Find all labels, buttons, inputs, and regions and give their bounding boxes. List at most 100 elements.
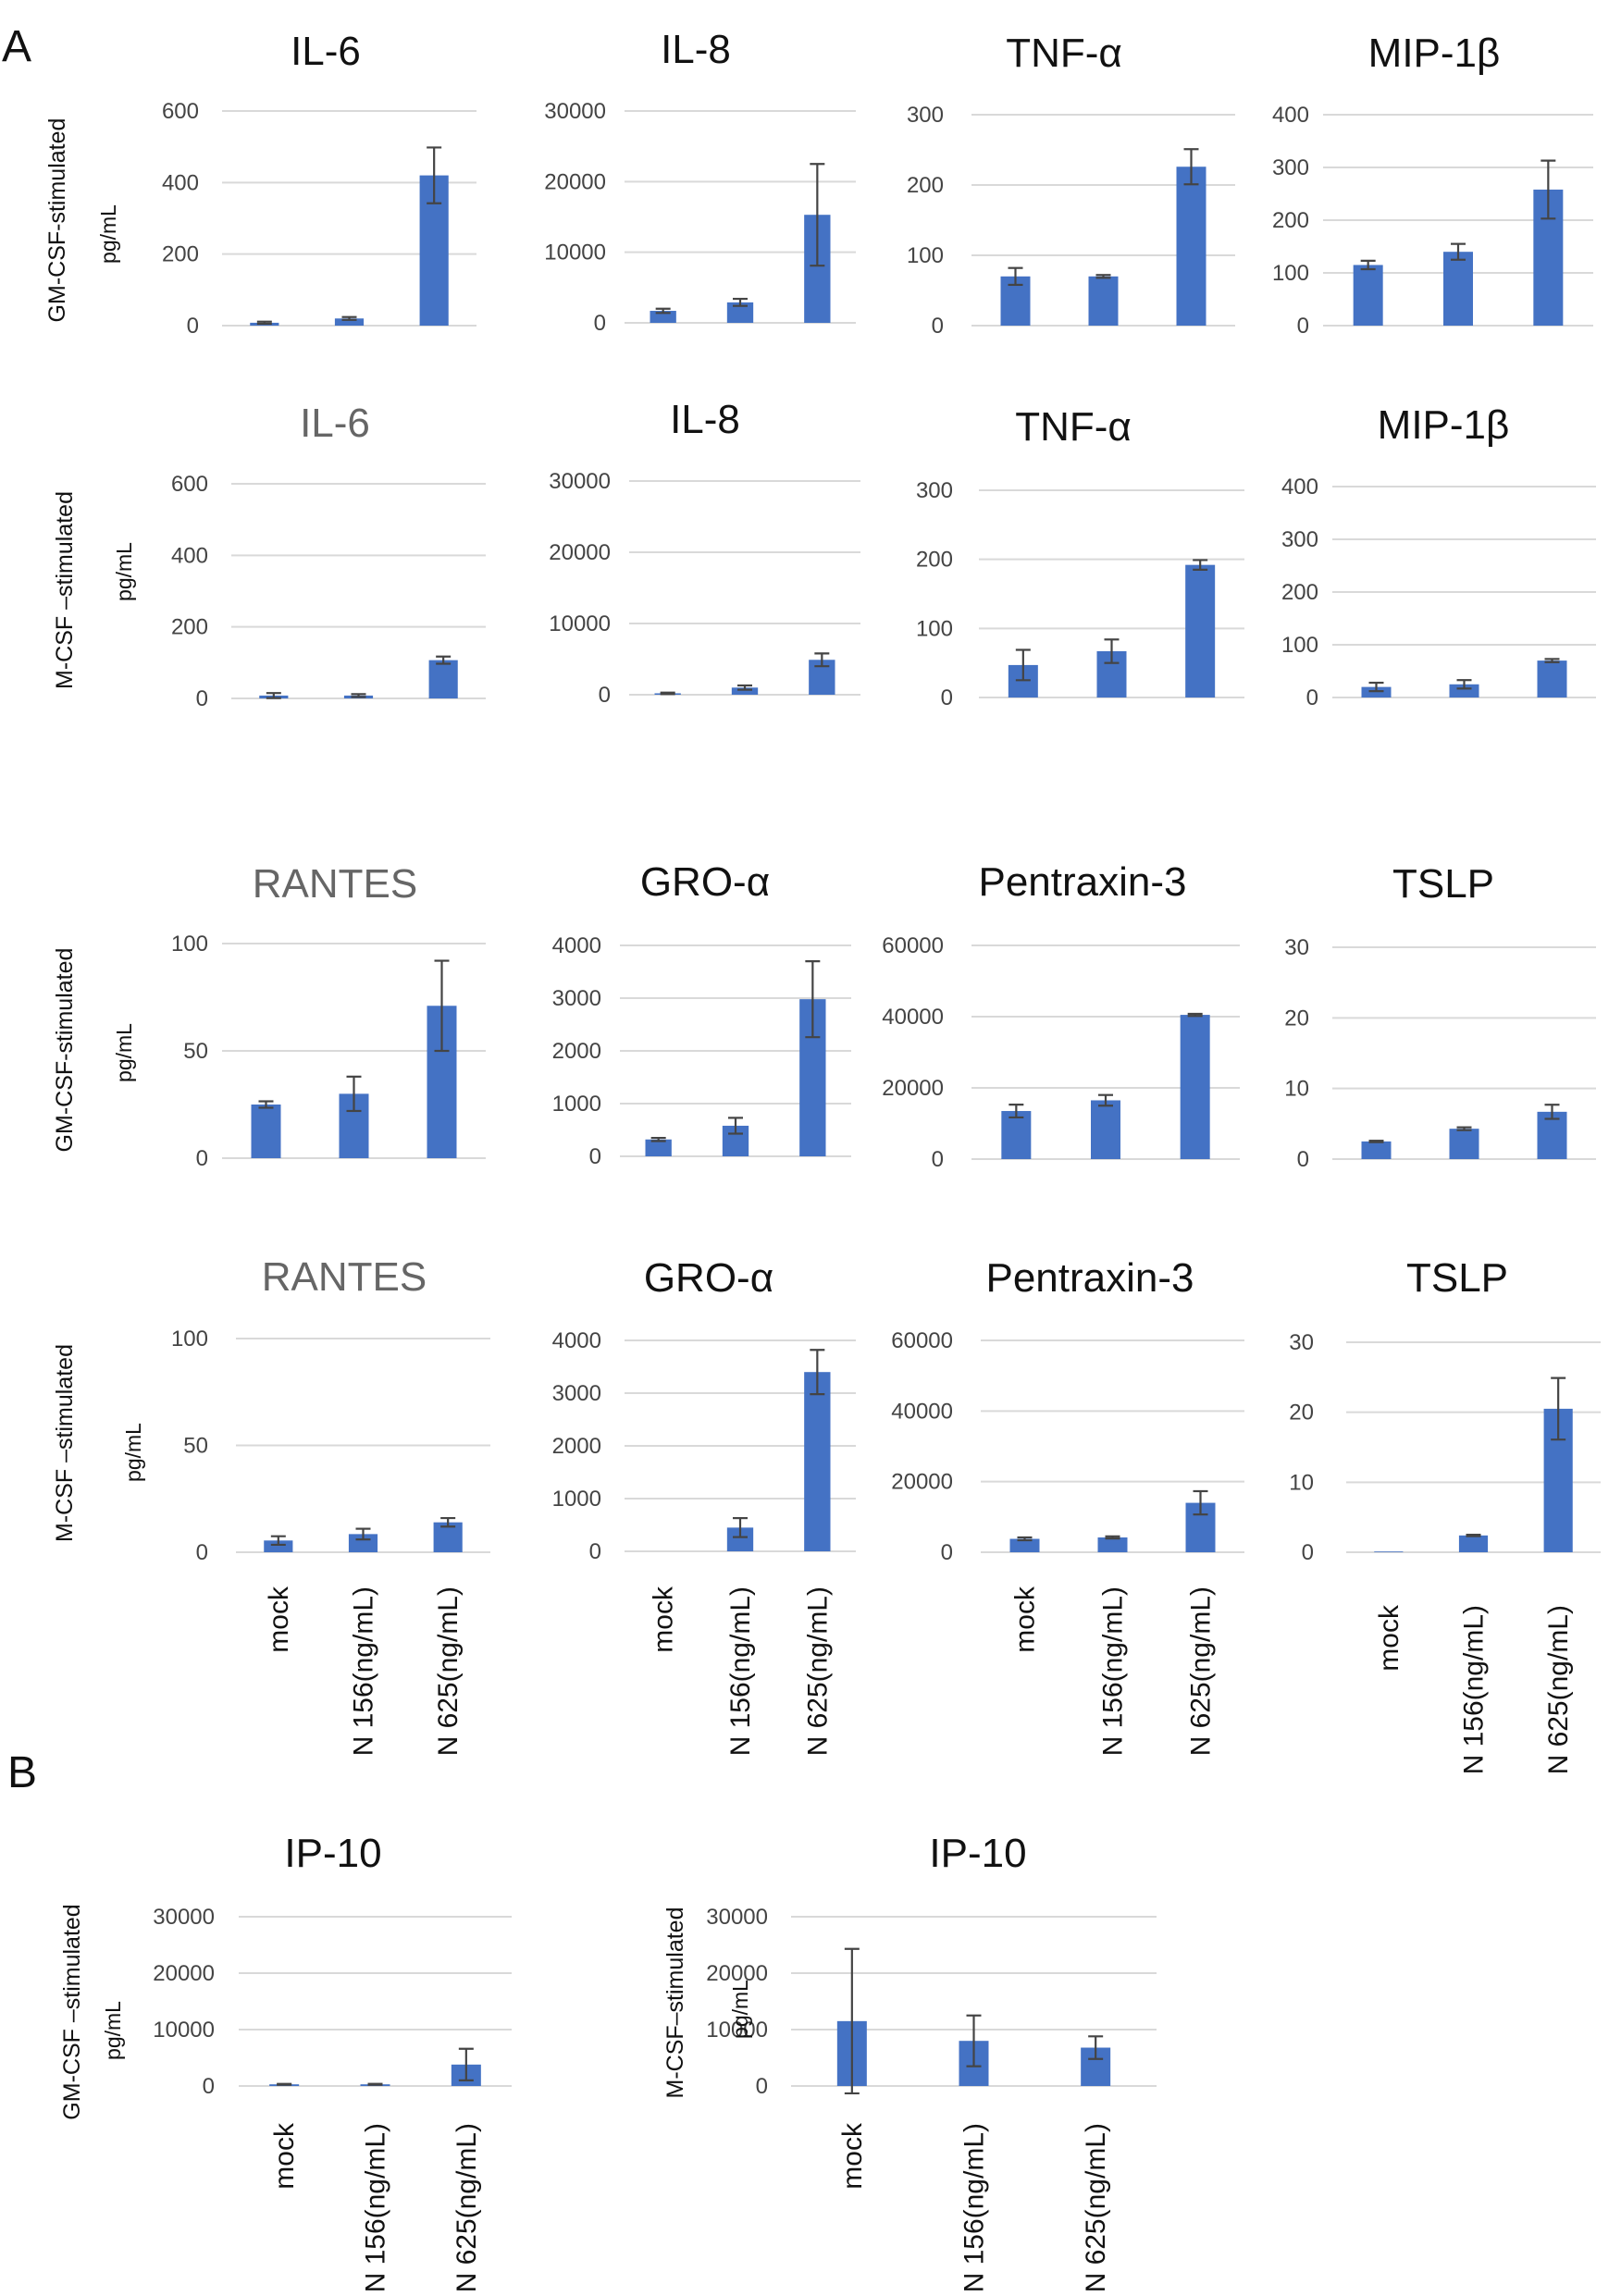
row-label: M-CSF–stimulated: [662, 1907, 688, 2099]
y-tick-label: 10000: [706, 2018, 768, 2043]
bar: [1449, 1129, 1479, 1159]
chart-15: 0 20000 40000 60000 Pentraxin-3: [891, 1255, 1244, 1565]
x-category-label: N 156(ng/mL): [349, 1586, 379, 1756]
y-tick-label: 0: [932, 1147, 944, 1172]
bar: [1088, 276, 1119, 326]
error-bar: [440, 1516, 456, 1528]
error-bar: [1466, 1533, 1481, 1537]
bar: [1353, 265, 1383, 326]
row-label: M-CSF –stimulated: [52, 1344, 78, 1542]
error-bar: [660, 691, 675, 696]
x-category-label: mock: [269, 2122, 300, 2190]
chart-title: TSLP: [1406, 1255, 1508, 1301]
chart-title: MIP-1β: [1368, 31, 1501, 76]
chart-5: 0 200 400 600 IL-6: [171, 401, 486, 711]
y-tick-label: 1000: [552, 1092, 601, 1117]
y-tick-label: 0: [203, 2074, 215, 2099]
y-tick-label: 100: [1272, 261, 1309, 286]
error-bar: [733, 1516, 748, 1538]
y-tick-label: 0: [196, 1540, 208, 1565]
panel-label-b: B: [7, 1748, 37, 1797]
error-bar: [427, 146, 442, 204]
x-category-label: N 625(ng/mL): [452, 2123, 482, 2292]
error-bar: [1187, 1012, 1203, 1018]
bar: [804, 1372, 831, 1551]
error-bar: [1551, 1376, 1566, 1441]
bar: [645, 1139, 672, 1156]
y-tick-label: 20000: [153, 1961, 215, 1986]
error-bar: [805, 959, 821, 1039]
error-bar: [351, 693, 366, 698]
error-bar: [1456, 1126, 1472, 1131]
x-category-label: N 156(ng/mL): [361, 2123, 391, 2292]
error-bar: [844, 1947, 860, 2095]
chart-13: 0 50 100 RANTES: [171, 1254, 490, 1565]
y-tick-label: 40000: [891, 1399, 953, 1424]
y-tick-label: 100: [1281, 633, 1318, 658]
y-tick-label: 30000: [544, 99, 606, 124]
bar: [264, 1540, 293, 1552]
y-tick-label: 0: [932, 314, 944, 339]
error-bar: [1193, 559, 1208, 571]
chart-title: GRO-α: [640, 859, 770, 905]
chart-8: 0 100 200 300 400 MIP-1β: [1281, 402, 1596, 710]
chart-title: IP-10: [929, 1831, 1026, 1876]
y-tick-label: 2000: [552, 1039, 601, 1064]
y-tick-label: 30000: [549, 469, 611, 494]
chart-4: 0 100 200 300 400 MIP-1β: [1272, 31, 1593, 339]
bar: [1537, 660, 1567, 697]
y-tick-label: 40000: [882, 1005, 944, 1030]
x-category-label: N 625(ng/mL): [1081, 2123, 1111, 2292]
x-category-label: N 156(ng/mL): [725, 1586, 756, 1756]
y-tick-label: 600: [162, 99, 199, 124]
error-bar: [1193, 1489, 1208, 1516]
y-tick-label: 30000: [706, 1905, 768, 1930]
chart-12: 0 10 20 30 TSLP: [1284, 861, 1596, 1172]
bar: [1185, 564, 1216, 697]
error-bar: [1544, 658, 1560, 663]
y-axis-unit-label: pg/mL: [121, 1423, 145, 1482]
error-bar: [458, 2047, 474, 2081]
y-tick-label: 30: [1289, 1330, 1314, 1355]
y-tick-label: 30: [1284, 935, 1309, 960]
y-tick-label: 0: [1297, 314, 1309, 339]
error-bar: [966, 2014, 982, 2068]
error-bar: [1368, 1140, 1384, 1143]
row-label: GM-CSF –stimulated: [59, 1904, 85, 2119]
chart-18: 0 10000 20000 30000 IP-10: [706, 1831, 1157, 2099]
y-tick-label: 60000: [882, 933, 944, 958]
chart-7: 0 100 200 300 TNF-α: [916, 404, 1244, 710]
chart-title: Pentraxin-3: [985, 1255, 1194, 1301]
y-tick-label: 20000: [544, 169, 606, 194]
chart-title: IL-8: [670, 397, 740, 442]
y-tick-label: 10000: [549, 611, 611, 636]
y-tick-label: 200: [916, 548, 953, 573]
error-bar: [728, 1117, 743, 1135]
y-tick-label: 0: [1302, 1540, 1314, 1565]
panel-label-a: A: [2, 22, 31, 71]
y-tick-label: 100: [171, 1327, 208, 1352]
x-category-label: mock: [264, 1586, 294, 1653]
error-bar: [1451, 242, 1466, 261]
y-tick-label: 0: [589, 1539, 601, 1564]
error-bar: [434, 959, 450, 1053]
y-tick-label: 10000: [153, 2018, 215, 2043]
y-tick-label: 20000: [882, 1076, 944, 1101]
y-tick-label: 0: [941, 1540, 953, 1565]
error-bar: [1183, 148, 1199, 186]
bar: [1180, 1015, 1210, 1159]
chart-16: 0 10 20 30 TSLP: [1289, 1255, 1601, 1565]
error-bar: [1368, 681, 1384, 693]
y-tick-label: 3000: [552, 1381, 601, 1406]
y-tick-label: 20: [1289, 1401, 1314, 1426]
y-tick-label: 300: [1272, 155, 1309, 180]
x-category-label: N 156(ng/mL): [1098, 1586, 1129, 1756]
x-category-label: N 625(ng/mL): [1543, 1605, 1574, 1774]
row-label: M-CSF –stimulated: [52, 491, 78, 689]
bar: [428, 660, 458, 698]
error-bar: [650, 1136, 666, 1142]
error-bar: [814, 652, 830, 668]
x-category-label: mock: [649, 1586, 679, 1653]
y-tick-label: 4000: [552, 933, 601, 958]
